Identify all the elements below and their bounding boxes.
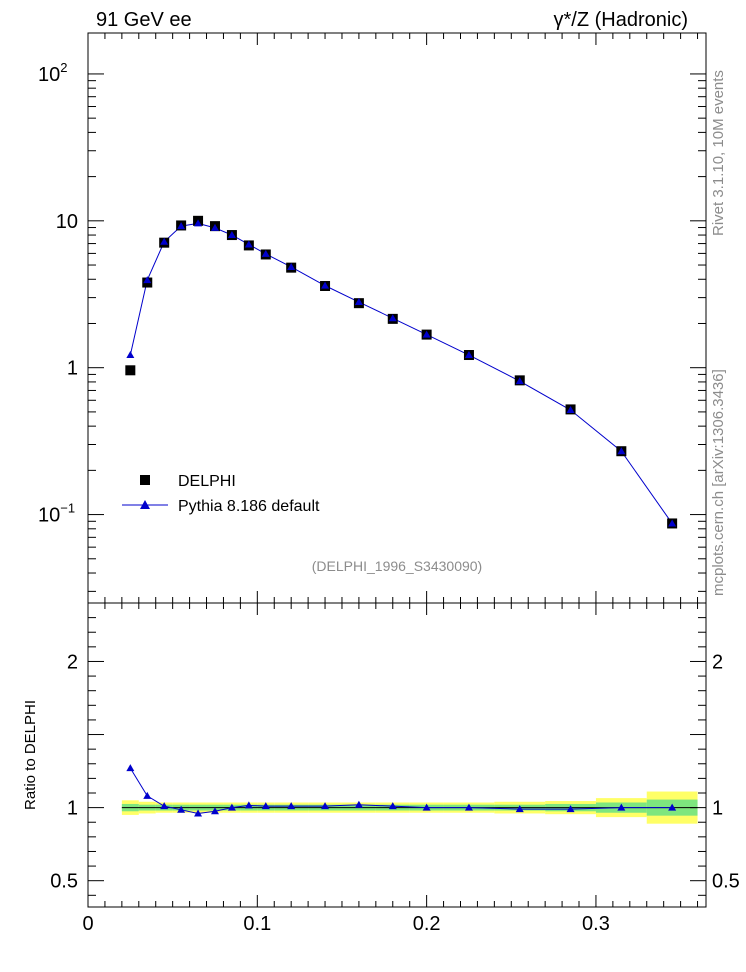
- ratio-y-tick-label: 2: [67, 651, 78, 673]
- mc-point: [354, 298, 363, 306]
- ratio-mc-point: [194, 809, 203, 817]
- ratio-panel: 0 0.1 0.2 0.3 0.5 0.5 1 1 2 2 Ratio to DELPHI: [22, 602, 740, 935]
- mc-point: [388, 314, 397, 322]
- analysis-watermark: (DELPHI_1996_S3430090): [312, 558, 482, 574]
- mc-point: [668, 519, 677, 527]
- x-tick-label: 0: [82, 913, 93, 935]
- mc-point: [566, 406, 575, 414]
- y-tick-label: 1: [67, 358, 78, 380]
- x-tick-label: 0.3: [582, 913, 610, 935]
- header-left-title: 91 GeV ee: [96, 9, 192, 31]
- ratio-mc-point: [143, 791, 152, 799]
- legend-mc-marker: [140, 500, 150, 509]
- rivet-label: Rivet 3.1.10, 10M events: [710, 70, 727, 236]
- ratio-mc-point: [388, 802, 397, 810]
- ratio-mc-point: [668, 803, 677, 811]
- ratio-mc-point: [617, 803, 626, 811]
- ratio-mc-point: [515, 805, 524, 813]
- x-tick-label: 0.1: [243, 913, 271, 935]
- ratio-mc-point: [244, 801, 253, 809]
- mc-point: [617, 447, 626, 455]
- y-tick-exponent: 2: [60, 60, 67, 75]
- ratio-mc-point: [210, 807, 219, 815]
- mc-point: [244, 240, 253, 248]
- ratio-mc-point: [126, 764, 135, 772]
- mc-point: [126, 351, 135, 359]
- mc-point: [160, 237, 169, 245]
- ratio-mc-point: [422, 803, 431, 811]
- ratio-y-axis-label: Ratio to DELPHI: [22, 700, 39, 810]
- legend-mc-label: Pythia 8.186 default: [178, 498, 320, 515]
- y-tick-label: 102: [38, 60, 67, 86]
- ratio-mc-point: [354, 800, 363, 808]
- mc-point: [464, 351, 473, 359]
- mc-point: [321, 281, 330, 289]
- y-tick-exponent: −1: [60, 501, 75, 516]
- header-right-title: γ*/Z (Hadronic): [554, 9, 688, 31]
- legend: DELPHI Pythia 8.186 default: [122, 473, 320, 515]
- ratio-mc-point: [261, 802, 270, 810]
- x-tick-label: 0.2: [413, 913, 441, 935]
- ratio-y-tick-label-right: 2: [712, 651, 723, 673]
- mc-point: [261, 249, 270, 257]
- mc-point: [177, 222, 186, 230]
- ratio-y-tick-label: 1: [67, 798, 78, 820]
- ratio-y-tick-label-right: 1: [712, 798, 723, 820]
- y-tick-label: 10−1: [38, 501, 75, 527]
- mc-point: [210, 223, 219, 231]
- mc-point: [194, 219, 203, 227]
- ratio-y-tick-label: 0.5: [50, 871, 78, 893]
- ratio-mc-point: [160, 802, 169, 810]
- main-panel: 10−1 1 10 102: [38, 32, 707, 604]
- legend-data-label: DELPHI: [178, 473, 236, 490]
- ratio-y-tick-label-right: 0.5: [712, 871, 740, 893]
- y-tick-label: 10: [56, 211, 78, 233]
- ratio-frame: [87, 602, 707, 908]
- legend-data-marker: [140, 475, 150, 485]
- mc-point: [422, 330, 431, 338]
- mc-point: [287, 262, 296, 270]
- ratio-mc-point: [566, 805, 575, 813]
- mc-point: [227, 231, 236, 239]
- ratio-mc-point: [464, 803, 473, 811]
- data-point: [125, 365, 136, 376]
- ratio-mc-point: [177, 805, 186, 813]
- mc-point: [143, 276, 152, 284]
- ratio-mc-point: [227, 803, 236, 811]
- ratio-mc-point: [287, 802, 296, 810]
- mcplots-label: mcplots.cern.ch [arXiv:1306.3436]: [710, 369, 727, 596]
- ratio-mc-point: [321, 802, 330, 810]
- mc-point: [515, 377, 524, 385]
